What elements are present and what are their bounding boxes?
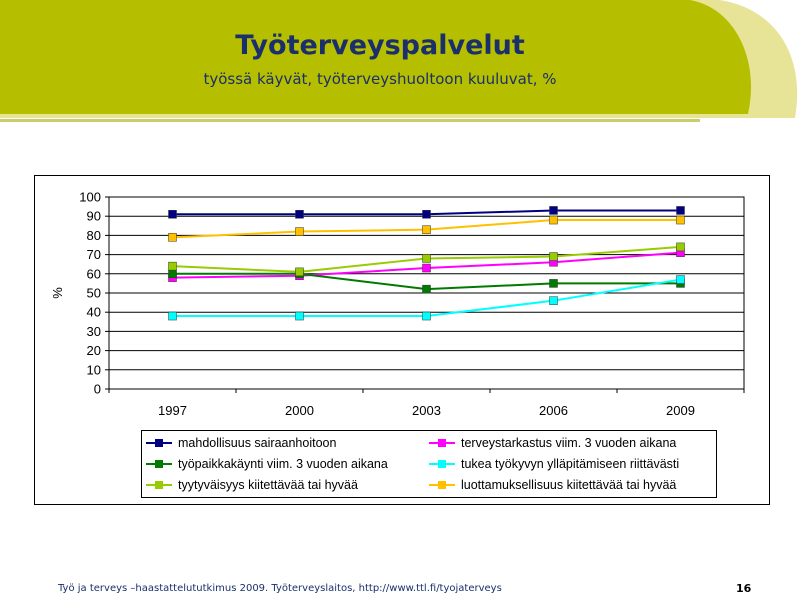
legend-swatch [429,480,455,490]
line-chart: 0 10 20 30 40 50 60 70 80 90 100 1997 2000 2003 2006 20… [50,190,745,418]
page-number: 16 [736,582,752,595]
data-point [676,275,685,284]
data-point [422,225,431,234]
data-point [676,206,685,215]
legend-item: terveystarkastus viim. 3 vuoden aikana [429,433,712,454]
legend-item: työpaikkakäynti viim. 3 vuoden aikana [146,454,429,475]
y-tick-label: 10 [87,362,101,377]
y-tick-label: 100 [79,190,101,205]
legend-label: tukea työkyvyn ylläpitämiseen riittäväst… [461,456,680,471]
title-banner [0,0,798,122]
legend-swatch [146,459,172,469]
data-point [422,284,431,294]
y-tick-label: 60 [87,266,101,281]
plot-area [108,196,745,390]
data-point [168,261,177,271]
x-tick-label: 1997 [158,403,187,418]
y-tick-label: 70 [87,247,101,262]
data-point [295,267,304,277]
data-point [295,227,304,236]
data-point [295,210,304,219]
data-point [295,311,304,321]
data-point [549,296,558,305]
legend-swatch [429,438,455,448]
legend-swatch [146,438,172,448]
y-tick-label: 20 [87,343,101,358]
legend-label: mahdollisuus sairaanhoitoon [178,436,337,451]
data-point [168,233,177,242]
banner-underline [0,119,700,122]
legend-label: terveystarkastus viim. 3 vuoden aikana [461,436,677,451]
legend-swatch [429,459,455,469]
data-point [422,263,431,273]
y-tick-label: 90 [87,209,101,224]
data-point [676,242,685,252]
data-point [549,279,558,288]
legend-item: tukea työkyvyn ylläpitämiseen riittäväst… [429,454,712,475]
page-title: Työterveyspalvelut [235,30,525,61]
legend-label: luottamuksellisuus kiitettävää tai hyvää [461,477,677,492]
data-point [676,215,685,225]
y-tick-label: 0 [94,382,101,397]
y-axis-label: % [50,287,65,299]
x-tick-label: 2006 [539,403,568,418]
legend-item: luottamuksellisuus kiitettävää tai hyvää [429,474,712,495]
data-point [168,269,177,279]
y-tick-label: 30 [87,324,101,339]
x-tick-label: 2000 [285,403,314,418]
data-point [168,210,177,219]
data-point [168,311,177,321]
legend-item: mahdollisuus sairaanhoitoon [146,433,429,454]
legend-item: tyytyväisyys kiitettävää tai hyvää [146,474,429,495]
chart-legend: mahdollisuus sairaanhoitoon terveystarkas… [141,430,717,498]
data-point [549,252,558,261]
data-point [422,311,431,321]
data-point [422,254,431,263]
legend-swatch [146,480,172,490]
data-point [549,206,558,215]
data-point [422,210,431,219]
footer-source: Työ ja terveys –haastattelututkimus 2009… [58,583,502,594]
x-tick-label: 2009 [666,403,695,418]
legend-label: tyytyväisyys kiitettävää tai hyvää [178,477,358,492]
legend-label: työpaikkakäynti viim. 3 vuoden aikana [178,456,388,471]
y-tick-label: 40 [87,305,101,320]
data-point [549,215,558,225]
y-tick-label: 80 [87,228,101,243]
x-tick-label: 2003 [412,403,441,418]
y-tick-label: 50 [87,286,101,301]
page-subtitle: työssä käyvät, työterveyshuoltoon kuuluv… [203,70,557,88]
banner-main-shape [0,0,751,114]
